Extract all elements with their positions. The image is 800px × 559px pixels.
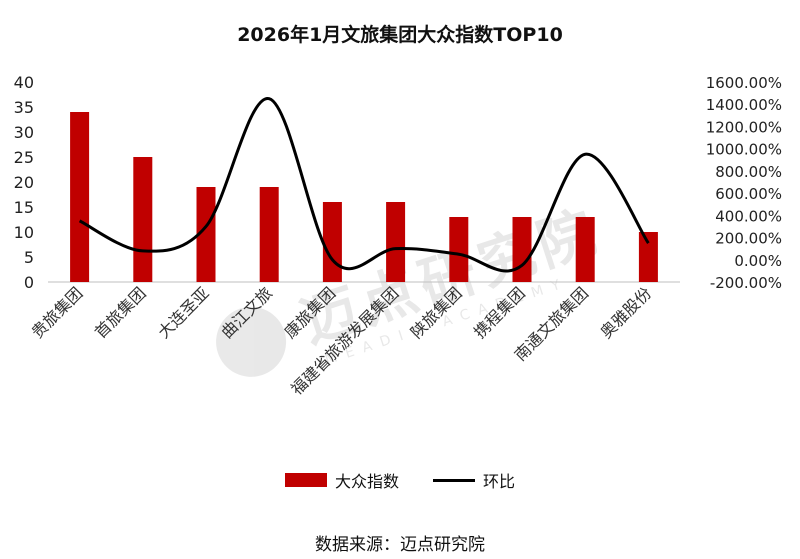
y-right-tick-label: 800.00% (715, 163, 782, 181)
x-tick-label: 首旅集团 (91, 283, 150, 342)
legend-swatch-line (433, 478, 475, 482)
y-left-tick-label: 5 (24, 248, 34, 267)
y-right-tick-label: 0.00% (734, 252, 782, 270)
y-left-tick-label: 15 (14, 198, 34, 217)
bar (512, 217, 532, 282)
y-left-tick-label: 35 (14, 98, 34, 117)
y-right-tick-label: 1000.00% (706, 141, 782, 159)
legend-item-bar: 大众指数 (284, 468, 399, 492)
y-right-tick-label: 400.00% (715, 207, 782, 225)
bar (133, 157, 153, 282)
legend-item-line: 环比 (433, 468, 515, 492)
x-tick-label: 福建省旅游发展集团 (287, 283, 402, 398)
y-right-tick-label: 1200.00% (706, 118, 782, 136)
y-left-tick-label: 10 (14, 223, 34, 242)
legend-label-line: 环比 (483, 472, 516, 491)
y-left-tick-label: 20 (14, 173, 34, 192)
y-left-tick-label: 0 (24, 273, 34, 292)
y-right-tick-label: 200.00% (715, 230, 782, 248)
legend-swatch-bar (284, 473, 327, 487)
bar (386, 202, 406, 282)
x-tick-label: 奥雅股份 (597, 283, 656, 342)
source-note: 数据来源：迈点研究院 (315, 535, 485, 555)
x-tick-label: 携程集团 (470, 283, 529, 342)
bar (638, 232, 658, 282)
y-left-tick-label: 30 (14, 123, 34, 142)
x-tick-label: 曲江文旅 (217, 283, 276, 342)
y-left-tick-label: 40 (14, 73, 34, 92)
y-right-tick-label: 600.00% (715, 185, 782, 203)
bar (449, 217, 469, 282)
y-right-tick-label: 1600.00% (706, 74, 782, 92)
legend: 大众指数 环比 (0, 468, 800, 492)
bar (70, 112, 90, 282)
legend-label-bar: 大众指数 (334, 472, 399, 491)
y-right-tick-label: 1400.00% (706, 96, 782, 114)
chart-title: 2026年1月文旅集团大众指数TOP10 (237, 24, 563, 46)
x-tick-label: 贵旅集团 (28, 283, 87, 342)
bar (259, 187, 279, 282)
series-line (78, 97, 650, 273)
x-tick-label: 大连圣亚 (154, 283, 213, 342)
x-tick-label: 陕旅集团 (407, 283, 466, 342)
bar (322, 202, 342, 282)
x-tick-label: 康旅集团 (281, 283, 340, 342)
y-right-tick-label: -200.00% (710, 274, 782, 292)
bar (575, 217, 595, 282)
y-left-tick-label: 25 (14, 148, 34, 167)
bar (196, 187, 216, 282)
